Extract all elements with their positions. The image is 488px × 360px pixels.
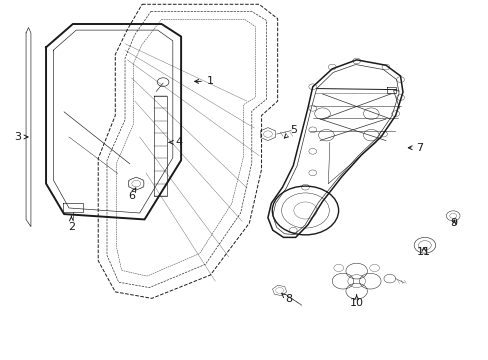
Text: 5: 5: [284, 125, 296, 138]
Text: 4: 4: [169, 138, 182, 147]
Text: 2: 2: [68, 216, 75, 231]
Text: 9: 9: [449, 218, 457, 228]
Text: 3: 3: [14, 132, 28, 142]
Text: 1: 1: [194, 76, 213, 86]
Text: 8: 8: [281, 293, 291, 304]
Text: 6: 6: [128, 188, 136, 201]
Text: 7: 7: [407, 143, 423, 153]
Text: 11: 11: [416, 247, 430, 257]
Text: 10: 10: [349, 295, 363, 308]
